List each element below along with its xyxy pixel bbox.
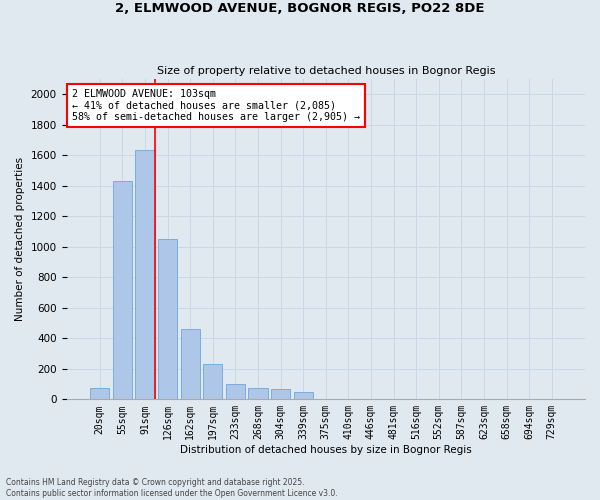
Bar (181, 329, 200, 400)
Bar (90, 388, 109, 400)
Bar (226, 384, 245, 400)
Text: 2 ELMWOOD AVENUE: 103sqm
← 41% of detached houses are smaller (2,085)
58% of sem: 2 ELMWOOD AVENUE: 103sqm ← 41% of detach… (72, 88, 360, 122)
Text: 2, ELMWOOD AVENUE, BOGNOR REGIS, PO22 8DE: 2, ELMWOOD AVENUE, BOGNOR REGIS, PO22 8D… (115, 2, 485, 16)
Bar (136, 150, 155, 400)
Bar (293, 392, 313, 400)
Text: Contains HM Land Registry data © Crown copyright and database right 2025.
Contai: Contains HM Land Registry data © Crown c… (6, 478, 338, 498)
Bar (158, 239, 177, 400)
Y-axis label: Number of detached properties: Number of detached properties (15, 157, 25, 322)
Bar (113, 181, 132, 400)
X-axis label: Distribution of detached houses by size in Bognor Regis: Distribution of detached houses by size … (180, 445, 472, 455)
Bar (248, 388, 268, 400)
Title: Size of property relative to detached houses in Bognor Regis: Size of property relative to detached ho… (157, 66, 495, 76)
Bar (203, 364, 223, 400)
Bar (271, 390, 290, 400)
